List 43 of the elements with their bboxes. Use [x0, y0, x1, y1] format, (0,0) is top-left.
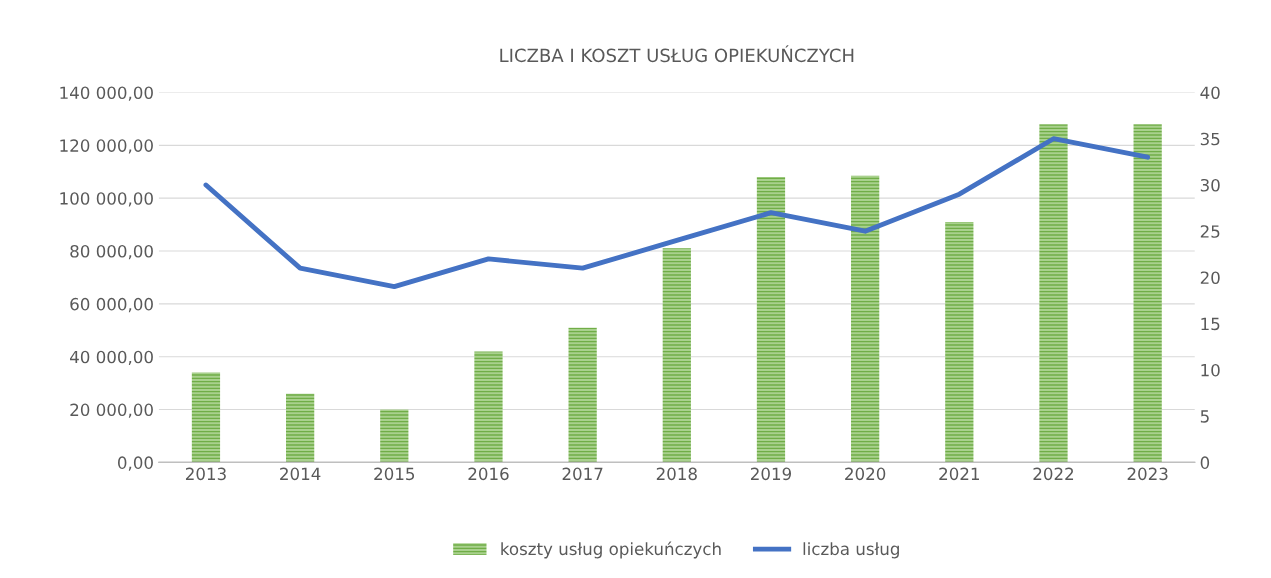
x-tick-label: 2020: [845, 467, 886, 481]
y-tick-label: 120 000,00: [60, 139, 153, 154]
y2-tick-label: 35: [1200, 132, 1220, 146]
bar: [662, 248, 691, 463]
x-tick-label: 2022: [1033, 467, 1074, 481]
x-tick-label: 2015: [374, 467, 415, 481]
y2-tick-label: 20: [1200, 271, 1220, 285]
legend-label: koszty usług opiekuńczych: [501, 541, 721, 559]
x-tick-label: 2014: [280, 467, 321, 481]
bar: [1133, 124, 1162, 463]
bar: [286, 393, 315, 463]
legend-label: liczba usług: [803, 542, 899, 559]
y2-tick-label: 30: [1200, 178, 1220, 192]
x-tick-label: 2017: [562, 467, 603, 481]
x-tick-label: 2016: [468, 467, 509, 481]
x-tick-label: 2018: [656, 467, 697, 481]
y2-tick-label: 10: [1201, 363, 1220, 377]
line-series: [203, 136, 1151, 290]
y-tick-label: 100 000,00: [60, 192, 153, 207]
bar: [191, 372, 221, 463]
y-tick-label: 80 000,00: [70, 244, 153, 260]
x-tick-label: 2019: [750, 467, 792, 481]
y2-tick-label: 40: [1200, 86, 1220, 100]
bar: [568, 327, 597, 463]
bar: [380, 409, 409, 463]
y2-tick-label: 15: [1201, 317, 1220, 331]
bar: [945, 221, 974, 463]
x-tick-label: 2021: [939, 467, 979, 481]
y-tick-label: 140 000,00: [60, 86, 153, 101]
y-tick-label: 20 000,00: [70, 403, 153, 418]
y2-tick-label: 5: [1200, 410, 1209, 423]
bar: [756, 177, 786, 463]
y-tick-label: 0,00: [118, 456, 153, 471]
y-tick-label: 40 000,00: [70, 350, 153, 365]
bar: [474, 351, 503, 463]
y2-tick-label: 25: [1200, 225, 1220, 238]
x-tick-label: 2013: [185, 467, 226, 481]
bar: [1039, 124, 1068, 463]
y2-tick-label: 0: [1200, 456, 1210, 469]
bar: [851, 175, 880, 463]
y-tick-label: 60 000,00: [70, 297, 153, 313]
chart-title: LICZBA I KOSZT USŁUG OPIEKUŃCZYCH: [500, 45, 854, 63]
x-tick-label: 2023: [1127, 467, 1168, 481]
